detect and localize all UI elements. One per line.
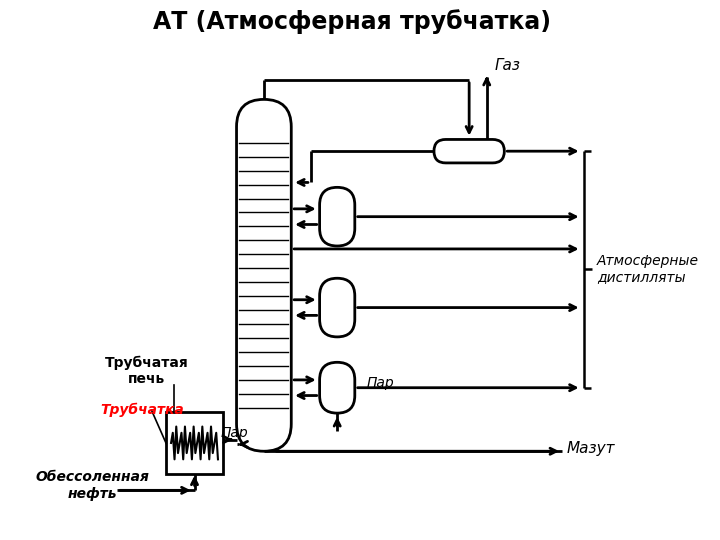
Text: Атмосферные
дистилляты: Атмосферные дистилляты bbox=[597, 254, 699, 285]
FancyBboxPatch shape bbox=[434, 139, 504, 163]
FancyBboxPatch shape bbox=[237, 99, 292, 451]
Text: Газ: Газ bbox=[495, 58, 521, 73]
Text: Трубчатка: Трубчатка bbox=[100, 403, 184, 417]
Text: АТ (Атмосферная трубчатка): АТ (Атмосферная трубчатка) bbox=[153, 9, 551, 33]
Text: Пар: Пар bbox=[221, 426, 248, 440]
Text: Обессоленная
нефть: Обессоленная нефть bbox=[36, 470, 150, 501]
Text: Трубчатая
печь: Трубчатая печь bbox=[104, 356, 189, 386]
FancyBboxPatch shape bbox=[166, 412, 223, 474]
FancyBboxPatch shape bbox=[320, 362, 355, 413]
FancyBboxPatch shape bbox=[320, 187, 355, 246]
Text: Пар: Пар bbox=[366, 376, 394, 390]
FancyBboxPatch shape bbox=[320, 278, 355, 337]
Text: Мазут: Мазут bbox=[567, 441, 616, 456]
